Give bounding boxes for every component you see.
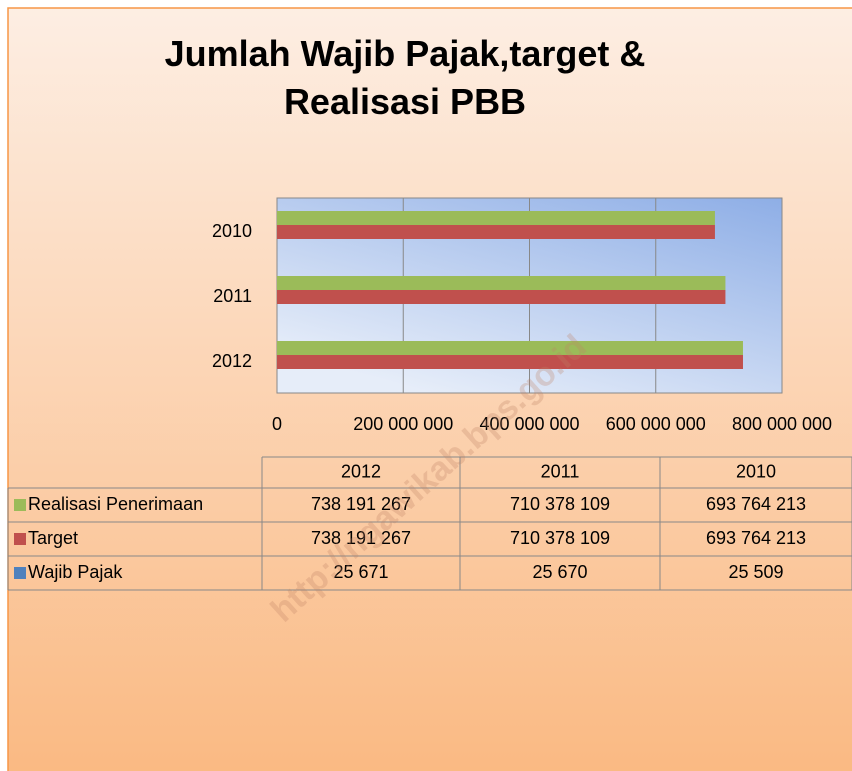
legend-label: Wajib Pajak (28, 562, 123, 582)
bar (277, 211, 715, 225)
table-cell: 25 670 (532, 562, 587, 582)
table-cell: 710 378 109 (510, 494, 610, 514)
table-cell: 738 191 267 (311, 494, 411, 514)
table-cell: 693 764 213 (706, 528, 806, 548)
x-tick-label: 800 000 000 (732, 414, 832, 434)
x-tick-label: 0 (272, 414, 282, 434)
x-tick-label: 600 000 000 (606, 414, 706, 434)
table-cell: 25 509 (728, 562, 783, 582)
table-cell: 693 764 213 (706, 494, 806, 514)
x-tick-label: 200 000 000 (353, 414, 453, 434)
table-header: 2010 (736, 461, 776, 481)
bar (277, 355, 743, 369)
legend-key (14, 567, 26, 579)
legend-key (14, 499, 26, 511)
table-header: 2012 (341, 461, 381, 481)
y-tick-label: 2012 (212, 351, 252, 371)
bar (277, 225, 715, 239)
legend-label: Target (28, 528, 78, 548)
bar (277, 276, 726, 290)
table-cell: 738 191 267 (311, 528, 411, 548)
table-cell: 25 671 (333, 562, 388, 582)
y-tick-label: 2011 (213, 286, 252, 306)
y-tick-label: 2010 (212, 221, 252, 241)
bar (277, 341, 743, 355)
table-header: 2011 (541, 461, 580, 481)
chart-title: Jumlah Wajib Pajak,target & Realisasi PB… (164, 33, 646, 122)
table-cell: 710 378 109 (510, 528, 610, 548)
x-tick-label: 400 000 000 (479, 414, 579, 434)
legend-key (14, 533, 26, 545)
legend-label: Realisasi Penerimaan (28, 494, 203, 514)
bar (277, 290, 726, 304)
